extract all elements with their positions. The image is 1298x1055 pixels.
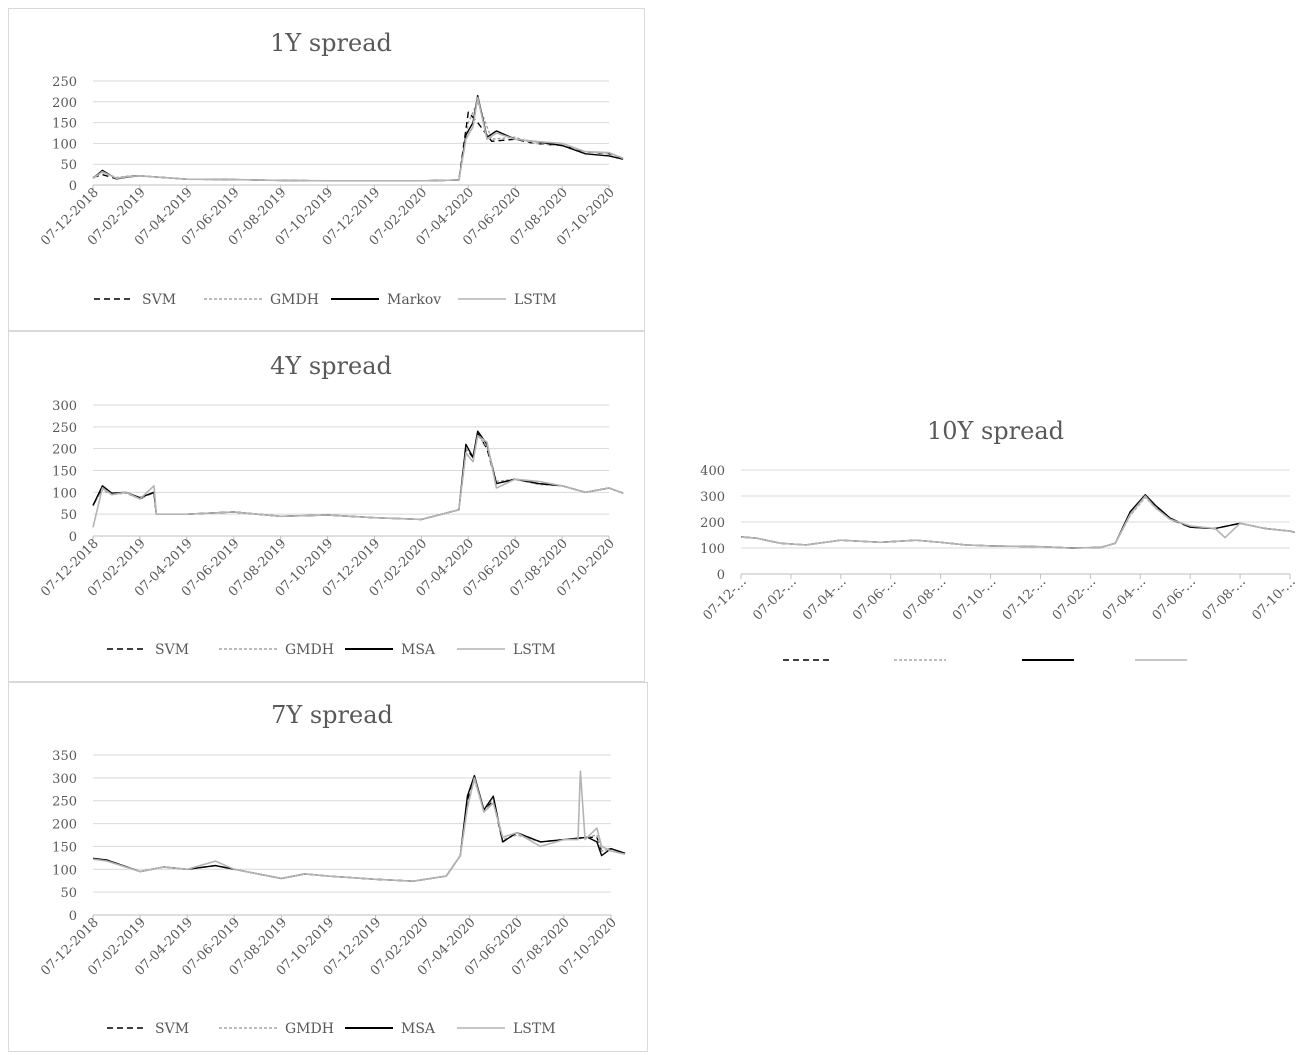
y-tick-label: 200: [700, 516, 725, 531]
chart-svg: 1Y spread05010015020025007-12-201807-02-…: [38, 29, 624, 308]
y-tick-label: 100: [52, 863, 77, 878]
series-line: [92, 770, 626, 882]
legend-label: GMDH: [285, 1021, 334, 1037]
y-tick-label: 300: [52, 772, 77, 787]
x-tick-label: 07-04-…: [1100, 574, 1149, 623]
series-line: [92, 432, 624, 521]
series-line: [92, 430, 624, 521]
y-tick-label: 0: [69, 179, 77, 194]
legend-label: SVM: [155, 642, 189, 658]
x-tick-label: 07-06-…: [850, 574, 899, 623]
y-tick-label: 250: [52, 75, 77, 90]
y-tick-label: 50: [60, 886, 77, 901]
y-tick-label: 300: [700, 490, 725, 505]
series-line: [92, 777, 626, 882]
y-tick-label: 250: [52, 421, 77, 436]
series-line: [92, 774, 626, 882]
y-tick-label: 50: [60, 508, 77, 523]
chart-7y-spread: 7Y spread 0 50 100 150 200 250 300 350 07-12-2018…: [8, 682, 648, 1052]
legend-label: MSA: [401, 642, 436, 658]
x-tick-label: 07-12-…: [1000, 574, 1049, 623]
x-tick-label: 07-04-…: [800, 574, 849, 623]
x-tick-label: 07-12-…: [700, 574, 749, 623]
legend-label: GMDH: [285, 642, 334, 658]
chart-title: 1Y spread: [270, 29, 392, 57]
chart-svg: 7Y spread05010015020025030035007-12-2018…: [38, 701, 626, 1037]
y-tick-label: 0: [69, 530, 77, 545]
chart-title: 10Y spread: [927, 417, 1064, 445]
chart-title: 4Y spread: [270, 352, 392, 380]
series-line: [92, 96, 624, 182]
legend-label: LSTM: [514, 292, 557, 308]
y-tick-label: 300: [52, 399, 77, 414]
y-tick-label: 0: [717, 568, 725, 583]
chart-4y-spread: 4Y spread 0 50 100 150 200 250 300 07-12-2018 07-…: [8, 331, 645, 682]
y-tick-label: 200: [52, 96, 77, 111]
x-tick-label: 07-10-…: [950, 574, 999, 623]
series-line: [740, 496, 1295, 549]
series-line: [740, 493, 1295, 549]
legend-label: SVM: [142, 292, 176, 308]
x-tick-label: 07-08-…: [1200, 574, 1249, 623]
legend-label: Markov: [387, 292, 441, 308]
legend-label: LSTM: [513, 1021, 556, 1037]
x-tick-label: 07-02-…: [1050, 574, 1099, 623]
y-tick-label: 100: [52, 486, 77, 501]
y-tick-label: 200: [52, 443, 77, 458]
chart-1y-spread: 1Y spread 0 50 100 150 200 250 07-12-2018 07-02-…: [8, 8, 645, 331]
x-tick-label: 07-02-…: [750, 574, 799, 623]
legend-label: SVM: [155, 1021, 189, 1037]
x-tick-label: 07-08-…: [900, 574, 949, 623]
y-tick-label: 100: [52, 137, 77, 152]
x-tick-label: 07-06-…: [1150, 574, 1199, 623]
y-tick-label: 100: [700, 542, 725, 557]
y-tick-label: 150: [52, 840, 77, 855]
series-line: [92, 434, 624, 528]
y-tick-label: 400: [700, 464, 725, 479]
chart-10y-spread: 10Y spread 0 100 200 300 400 07-12-… 07-02-… 07-…: [666, 400, 1295, 680]
series-line: [92, 779, 626, 882]
chart-svg: 4Y spread05010015020025030007-12-201807-…: [38, 352, 624, 658]
x-tick-label: 07-10-…: [1249, 574, 1295, 623]
legend-label: MSA: [401, 1021, 436, 1037]
series-line: [92, 94, 624, 182]
legend-label: LSTM: [513, 642, 556, 658]
legend-label: GMDH: [270, 292, 319, 308]
y-tick-label: 50: [60, 158, 77, 173]
series-line: [740, 495, 1295, 549]
y-tick-label: 350: [52, 749, 77, 764]
y-tick-label: 200: [52, 818, 77, 833]
y-tick-label: 150: [52, 117, 77, 132]
y-tick-label: 250: [52, 795, 77, 810]
y-tick-label: 150: [52, 465, 77, 480]
chart-title: 7Y spread: [271, 701, 393, 729]
y-tick-label: 0: [69, 909, 77, 924]
